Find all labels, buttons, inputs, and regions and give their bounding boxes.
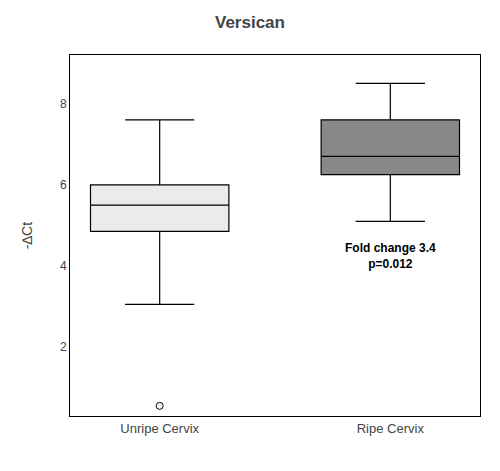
svg-text:4: 4 [60,259,67,273]
svg-text:6: 6 [60,178,67,192]
svg-text:8: 8 [60,97,67,111]
svg-text:2: 2 [60,340,67,354]
svg-text:Fold change 3.4p=0.012: Fold change 3.4p=0.012 [345,241,436,271]
svg-text:Versican: Versican [215,13,285,32]
svg-text:Unripe Cervix: Unripe Cervix [120,421,199,436]
svg-text:-∆Ct: -∆Ct [19,222,35,249]
svg-text:Ripe Cervix: Ripe Cervix [357,421,425,436]
